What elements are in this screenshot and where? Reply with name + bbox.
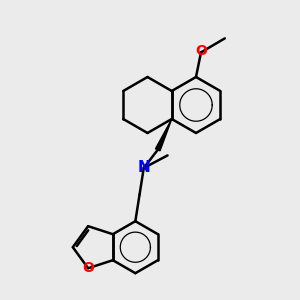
- Text: N: N: [137, 160, 150, 175]
- Text: O: O: [82, 261, 94, 275]
- Polygon shape: [155, 119, 172, 151]
- Text: O: O: [195, 44, 207, 58]
